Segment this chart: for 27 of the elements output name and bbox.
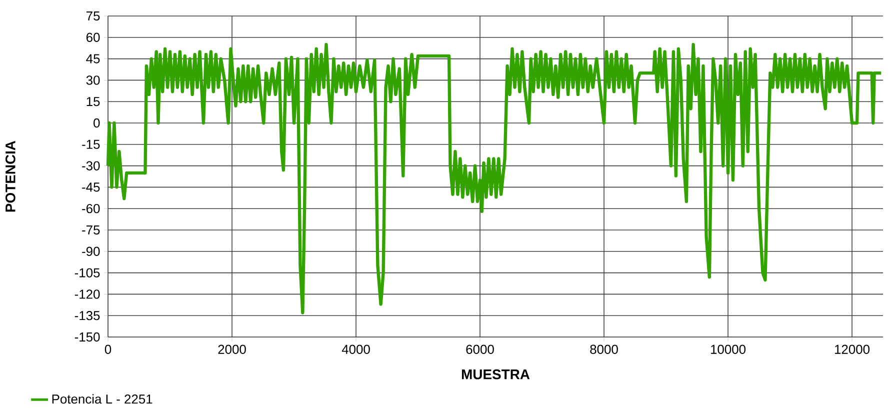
x-axis-title: MUESTRA — [462, 369, 530, 380]
y-tick-label: 45 — [86, 54, 100, 64]
y-tick-label: -90 — [82, 246, 100, 256]
y-axis-title: POTENCIA — [5, 140, 16, 212]
y-tick-label: -45 — [82, 182, 100, 192]
x-tick-label: 12000 — [834, 344, 870, 354]
x-tick-label: 0 — [104, 344, 112, 354]
y-tick-label: 60 — [86, 32, 100, 42]
y-tick-label: 15 — [86, 97, 100, 106]
y-tick-label: -30 — [82, 161, 100, 170]
x-tick-label: 8000 — [590, 344, 618, 354]
y-tick-label: -120 — [74, 290, 100, 299]
y-tick-label: 75 — [86, 11, 100, 21]
x-tick-label: 2000 — [218, 344, 246, 354]
legend-label: Potencia L - 2251 — [52, 394, 152, 404]
y-tick-label: -60 — [82, 204, 100, 214]
y-tick-label: -150 — [74, 332, 100, 342]
x-tick-label: 6000 — [466, 344, 494, 354]
x-tick-label: 10000 — [710, 344, 746, 354]
y-tick-label: -105 — [74, 268, 100, 278]
y-tick-label: -135 — [74, 311, 100, 320]
line-series — [106, 42, 883, 314]
y-tick-label: -15 — [82, 140, 100, 149]
y-tick-label: -75 — [82, 225, 100, 235]
x-tick-label: 4000 — [342, 344, 370, 354]
y-tick-label: 30 — [86, 76, 100, 85]
y-tick-label: 0 — [94, 118, 100, 128]
